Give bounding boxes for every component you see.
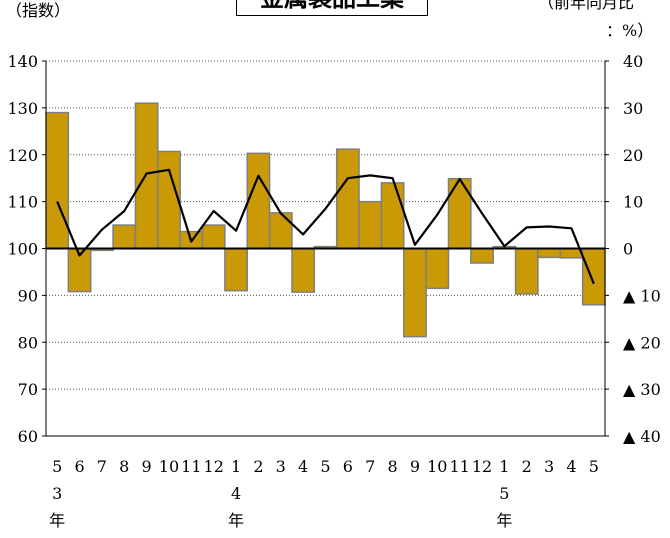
year-number: 5 [499,484,509,503]
bar [403,247,427,338]
x-tick-label: 2 [522,457,532,476]
x-tick-label: 5 [589,457,599,476]
right-tick-label: 20 [623,146,643,165]
x-tick-label: 6 [74,457,84,476]
yoy-line [56,168,595,285]
bar [581,247,606,306]
year-unit: 年 [49,511,65,530]
x-tick-label: 10 [159,457,179,476]
left-axis-label: （指数） [6,1,71,20]
x-tick-label: 12 [204,457,224,476]
right-tick-label: 30 [623,99,643,118]
right-tick-label: ▲ 40 [623,427,661,446]
x-tick-label: 5 [52,457,62,476]
x-tick-label: 3 [544,457,554,476]
x-tick-label: 5 [320,457,330,476]
x-tick-label: 1 [499,457,509,476]
bar [246,152,271,250]
right-tick-label: 0 [623,240,633,259]
x-tick-label: 3 [276,457,286,476]
left-tick-label: 80 [18,333,38,352]
x-tick-label: 7 [365,457,375,476]
year-number: 3 [52,484,62,503]
bar [425,247,450,290]
bar [134,102,159,250]
x-tick-label: 9 [410,457,420,476]
right-tick-label: ▲ 10 [623,286,661,305]
year-number: 4 [231,484,241,503]
left-tick-label: 110 [7,193,38,212]
bar [291,247,316,293]
right-tick-label: ▲ 30 [623,380,661,399]
x-tick-label: 8 [119,457,129,476]
x-tick-label: 1 [231,457,241,476]
right-tick-label: ▲ 20 [623,333,661,352]
bar [157,150,181,250]
right-axis-label-line2: ：%） [606,21,654,40]
x-tick-label: 10 [427,457,447,476]
left-tick-label: 100 [7,240,38,259]
chart-title: 金属製品工業 [236,0,428,16]
x-tick-label: 11 [449,457,469,476]
x-tick-label: 6 [343,457,353,476]
x-tick-label: 7 [97,457,107,476]
left-tick-label: 120 [7,146,38,165]
left-tick-label: 140 [7,52,38,71]
right-tick-label: 40 [623,52,643,71]
x-tick-label: 2 [253,457,263,476]
left-tick-label: 60 [18,427,38,446]
year-unit: 年 [496,511,512,530]
bar [358,200,383,250]
x-tick-label: 12 [472,457,492,476]
bar [470,247,494,264]
x-tick-label: 4 [566,457,576,476]
bar [335,148,360,250]
bar [268,212,293,250]
x-tick-label: 9 [142,457,152,476]
left-tick-label: 130 [7,99,38,118]
bar [45,111,70,250]
bar [514,247,539,295]
bar [224,247,248,292]
x-tick-label: 4 [298,457,308,476]
right-axis-label-line1: （前年同月比 [538,0,635,12]
left-tick-label: 70 [18,380,38,399]
year-unit: 年 [228,511,244,530]
right-tick-label: 10 [623,193,643,212]
x-tick-label: 8 [387,457,397,476]
bar [380,182,405,250]
bar [537,247,562,259]
left-tick-label: 90 [18,286,38,305]
bar [112,224,137,250]
bar [201,224,226,250]
x-tick-label: 11 [181,457,201,476]
